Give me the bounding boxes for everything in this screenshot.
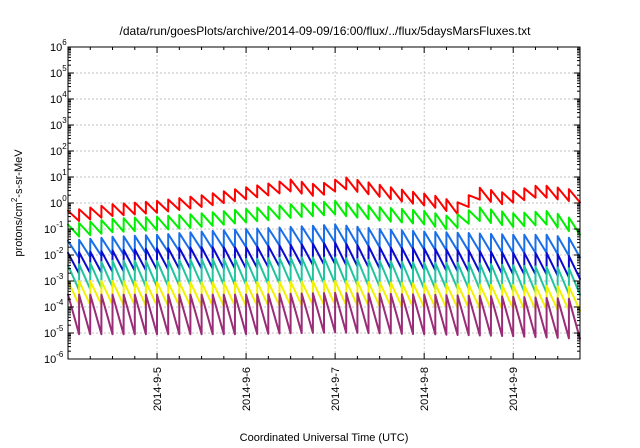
- y-tick-label: 102: [50, 142, 67, 158]
- series-line-2: [67, 199, 581, 238]
- x-axis: 2014-9-5 2014-9-6 2014-9-7 2014-9-8 2014-9-9: [89, 47, 581, 411]
- series-line-1: [67, 176, 581, 222]
- y-tick-label: 106: [50, 38, 67, 54]
- y-tick-label: 103: [50, 116, 67, 132]
- y-tick-label: 104: [50, 90, 67, 106]
- y-axis-label-rest: -s-sr-MeV: [13, 149, 25, 198]
- y-tick-label: 101: [50, 168, 67, 184]
- y-axis-label-main: protons/cm: [13, 202, 25, 256]
- y-axis-label-sup: 2: [10, 197, 19, 202]
- y-tick-label: 10-4: [44, 298, 64, 314]
- x-tick-label: 2014-9-8: [419, 367, 431, 411]
- y-tick-label: 10-6: [44, 350, 64, 366]
- series-group: [67, 176, 581, 340]
- y-tick-label: 10-2: [44, 246, 64, 262]
- x-tick-label: 2014-9-6: [241, 367, 253, 411]
- series-line-7: [67, 291, 581, 340]
- x-tick-label: 2014-9-7: [330, 367, 342, 411]
- y-tick-label: 10-3: [44, 272, 64, 288]
- x-axis-label: Coordinated Universal Time (UTC): [240, 432, 409, 444]
- y-axis-label: protons/cm2-s-sr-MeV: [10, 149, 25, 257]
- chart-title: /data/run/goesPlots/archive/2014-09-09/1…: [120, 24, 532, 38]
- y-axis: 10-6 10-5 10-4 10-3 10-2 10-1 100 101 102 103 104 1…: [44, 38, 580, 366]
- x-tick-label: 2014-9-9: [508, 367, 520, 411]
- y-tick-label: 105: [50, 64, 67, 80]
- x-tick-label: 2014-9-5: [152, 367, 164, 411]
- y-tick-label: 100: [50, 194, 67, 210]
- y-tick-label: 10-1: [44, 220, 64, 236]
- y-tick-label: 10-5: [44, 324, 64, 340]
